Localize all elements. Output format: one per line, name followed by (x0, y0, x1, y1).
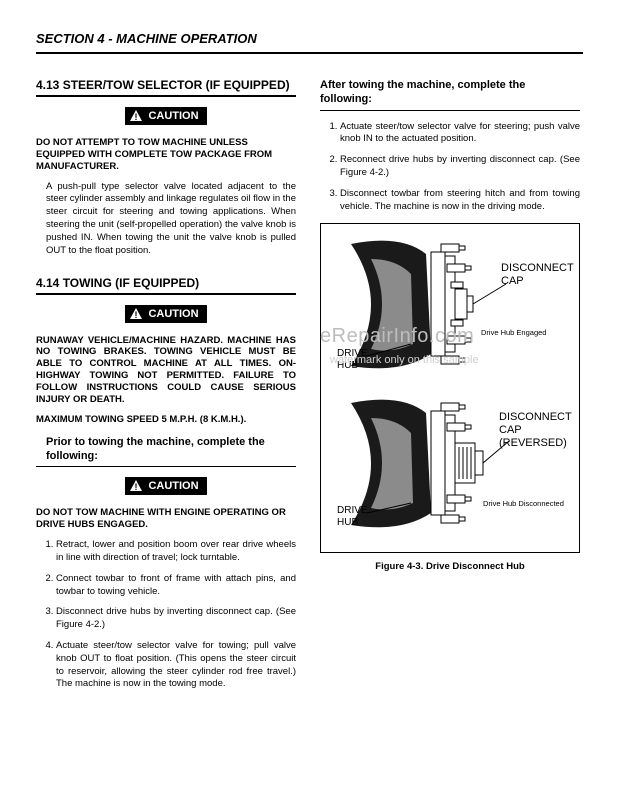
left-column: 4.13 STEER/TOW SELECTOR (IF EQUIPPED) ! … (36, 78, 296, 699)
watermark-logo: eRepairInfo.com (320, 325, 474, 348)
figure-caption: Figure 4-3. Drive Disconnect Hub (320, 561, 580, 572)
figure-box: DISCONNECT CAP DRIVE HUB Drive Hub Engag… (320, 223, 580, 553)
caution-block-3: ! CAUTION (36, 477, 296, 501)
step-item: Connect towbar to front of frame with at… (56, 573, 296, 599)
step-item: Disconnect towbar from steering hitch an… (340, 188, 580, 214)
svg-text:!: ! (135, 482, 138, 492)
svg-text:!: ! (135, 310, 138, 320)
two-column-layout: 4.13 STEER/TOW SELECTOR (IF EQUIPPED) ! … (36, 78, 583, 699)
warning-text-3: DO NOT TOW MACHINE WITH ENGINE OPERATING… (36, 507, 296, 531)
caution-label: CAUTION (148, 110, 198, 122)
caution-block-2: ! CAUTION (36, 305, 296, 329)
step-item: Actuate steer/tow selector valve for ste… (340, 121, 580, 147)
section-title: SECTION 4 - MACHINE OPERATION (36, 31, 257, 46)
body-413: A push-pull type selector valve located … (36, 181, 296, 258)
svg-text:!: ! (135, 112, 138, 122)
warning-icon: ! (129, 307, 143, 321)
caution-badge: ! CAUTION (125, 107, 206, 125)
label-drive-hub-2: DRIVE HUB (337, 505, 368, 528)
heading-414: 4.14 TOWING (IF EQUIPPED) (36, 276, 296, 295)
label-disconnected: Drive Hub Disconnected (483, 499, 564, 508)
right-column: After towing the machine, complete the f… (320, 78, 580, 699)
warning-text-1: DO NOT ATTEMPT TO TOW MACHINE UNLESS EQU… (36, 137, 296, 173)
hub-disconnected-illustration: DISCONNECT CAP (REVERSED) DRIVE HUB Driv… (331, 393, 569, 538)
step-item: Reconnect drive hubs by inverting discon… (340, 154, 580, 180)
heading-413: 4.13 STEER/TOW SELECTOR (IF EQUIPPED) (36, 78, 296, 97)
watermark-note: watermark only on this sample (330, 354, 479, 366)
step-item: Actuate steer/tow selector valve for tow… (56, 640, 296, 691)
after-steps-list: Actuate steer/tow selector valve for ste… (320, 121, 580, 214)
caution-block-1: ! CAUTION (36, 107, 296, 131)
max-speed: MAXIMUM TOWING SPEED 5 M.P.H. (8 K.M.H.)… (36, 414, 296, 425)
warning-icon: ! (129, 109, 143, 123)
caution-badge: ! CAUTION (125, 477, 206, 495)
label-engaged: Drive Hub Engaged (481, 328, 546, 337)
after-heading: After towing the machine, complete the f… (320, 78, 580, 111)
page-header: SECTION 4 - MACHINE OPERATION (36, 30, 583, 54)
label-disconnect-cap-rev: DISCONNECT CAP (REVERSED) (499, 411, 572, 449)
step-item: Retract, lower and position boom over re… (56, 539, 296, 565)
label-disconnect-cap: DISCONNECT CAP (501, 262, 574, 287)
step-item: Disconnect drive hubs by inverting disco… (56, 606, 296, 632)
caution-badge: ! CAUTION (125, 305, 206, 323)
prior-steps-list: Retract, lower and position boom over re… (36, 539, 296, 691)
prior-heading: Prior to towing the machine, complete th… (36, 435, 296, 468)
warning-icon: ! (129, 479, 143, 493)
caution-label: CAUTION (148, 480, 198, 492)
caution-label: CAUTION (148, 308, 198, 320)
warning-text-2: RUNAWAY VEHICLE/MACHINE HAZARD. MACHINE … (36, 335, 296, 406)
